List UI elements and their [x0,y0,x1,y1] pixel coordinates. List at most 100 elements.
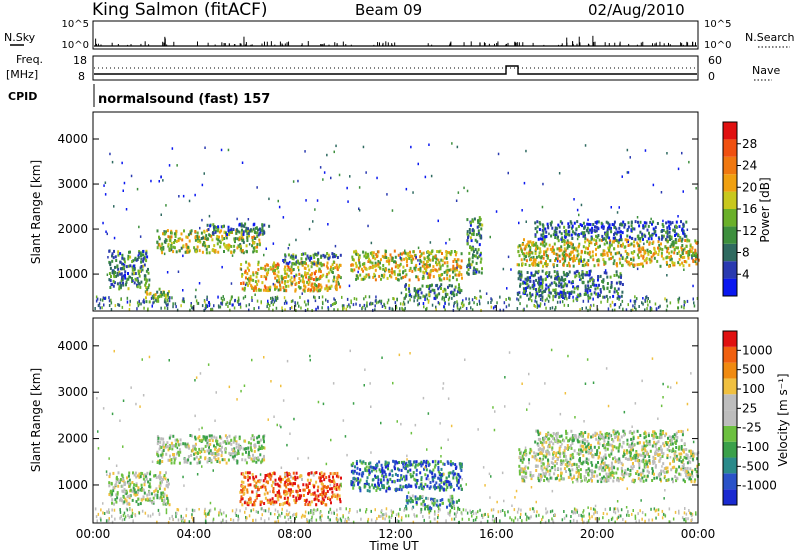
echo-cell [275,306,278,310]
echo-cell [380,463,383,467]
date-label: 02/Aug/2010 [588,1,685,19]
echo-cell [435,308,437,312]
echo-cell [272,502,275,506]
echo-cell [240,480,243,484]
echo-cell [444,292,447,296]
echo-cell [276,493,279,497]
echo-cell [248,303,250,307]
echo-cell [299,295,301,299]
echo-cell [250,284,253,288]
echo-cell [303,300,306,304]
echo-cell [174,235,177,238]
echo-cell [548,243,551,247]
echo-cell [353,469,356,473]
echo-cell [675,220,678,224]
echo-cell [355,252,358,256]
echo-cell [587,284,590,288]
echo-cell [247,453,250,456]
nsky-tick-top: 10^5 [62,19,89,30]
freq-panel: Freq. [MHz] 18 8 60 0 Nave [6,53,780,83]
echo-cell [455,273,458,277]
echo-cell [357,270,359,274]
echo-cell [413,295,416,299]
echo-cell [277,288,280,292]
echo-cell [134,258,137,262]
echo-cell [649,308,652,312]
echo-cell [125,208,128,211]
echo-cell [257,263,260,267]
echo-cell [470,246,473,250]
echo-cell [230,438,233,442]
echo-cell [613,238,616,242]
echo-cell [404,462,407,466]
echo-cell [416,463,419,467]
echo-cell [200,450,203,453]
echo-cell [364,469,367,472]
echo-cell [419,255,422,259]
echo-cell [361,262,364,266]
echo-cell [472,233,475,236]
echo-cell [169,239,172,243]
echo-cell [568,255,571,259]
echo-cell [454,273,457,277]
echo-cell [252,438,255,442]
echo-cell [613,287,616,291]
echo-cell [116,491,119,495]
echo-cell [446,270,449,274]
echo-cell [386,486,389,490]
echo-cell [479,217,482,221]
echo-cell [607,221,610,225]
echo-cell [474,238,477,242]
echo-cell [502,308,505,312]
echo-cell [446,460,449,464]
echo-cell [161,499,164,502]
echo-cell [529,276,532,280]
echo-cell [198,461,201,465]
echo-cell [666,304,669,308]
colorbar-swatch [723,156,737,175]
echo-cell [568,292,571,296]
echo-cell [570,290,573,294]
echo-cell [573,198,575,201]
echo-cell [368,469,371,473]
echo-cell [532,279,535,283]
echo-cell [363,262,366,266]
echo-cell [111,501,113,505]
echo-cell [145,286,148,290]
echo-cell [126,296,129,300]
echo-cell [407,254,410,258]
echo-cell [417,278,420,282]
echo-cell [272,282,275,286]
echo-cell [163,487,166,491]
echo-cell [142,257,145,261]
echo-cell [637,220,639,224]
echo-cell [658,249,661,253]
echo-cell [399,485,402,489]
echo-cell [139,251,142,255]
echo-cell [456,266,458,269]
echo-cell [148,490,151,494]
echo-cell [632,256,635,260]
echo-cell [446,277,449,281]
echo-cell [402,465,405,469]
echo-cell [375,475,378,479]
echo-cell [377,265,380,269]
echo-cell [310,471,313,475]
echo-cell [672,240,675,244]
echo-cell [120,283,123,287]
echo-cell [254,456,257,460]
echo-cell [149,485,152,489]
echo-cell [393,479,396,483]
echo-cell [307,264,310,268]
echo-cell [610,226,612,230]
echo-cell [593,283,596,287]
echo-cell [545,242,548,246]
echo-cell [143,491,146,495]
echo-cell [439,499,442,502]
echo-cell [250,437,253,441]
echo-cell [545,283,548,287]
echo-cell [420,478,423,482]
echo-cell [279,502,282,506]
echo-cell [341,295,343,299]
echo-cell [305,498,308,502]
